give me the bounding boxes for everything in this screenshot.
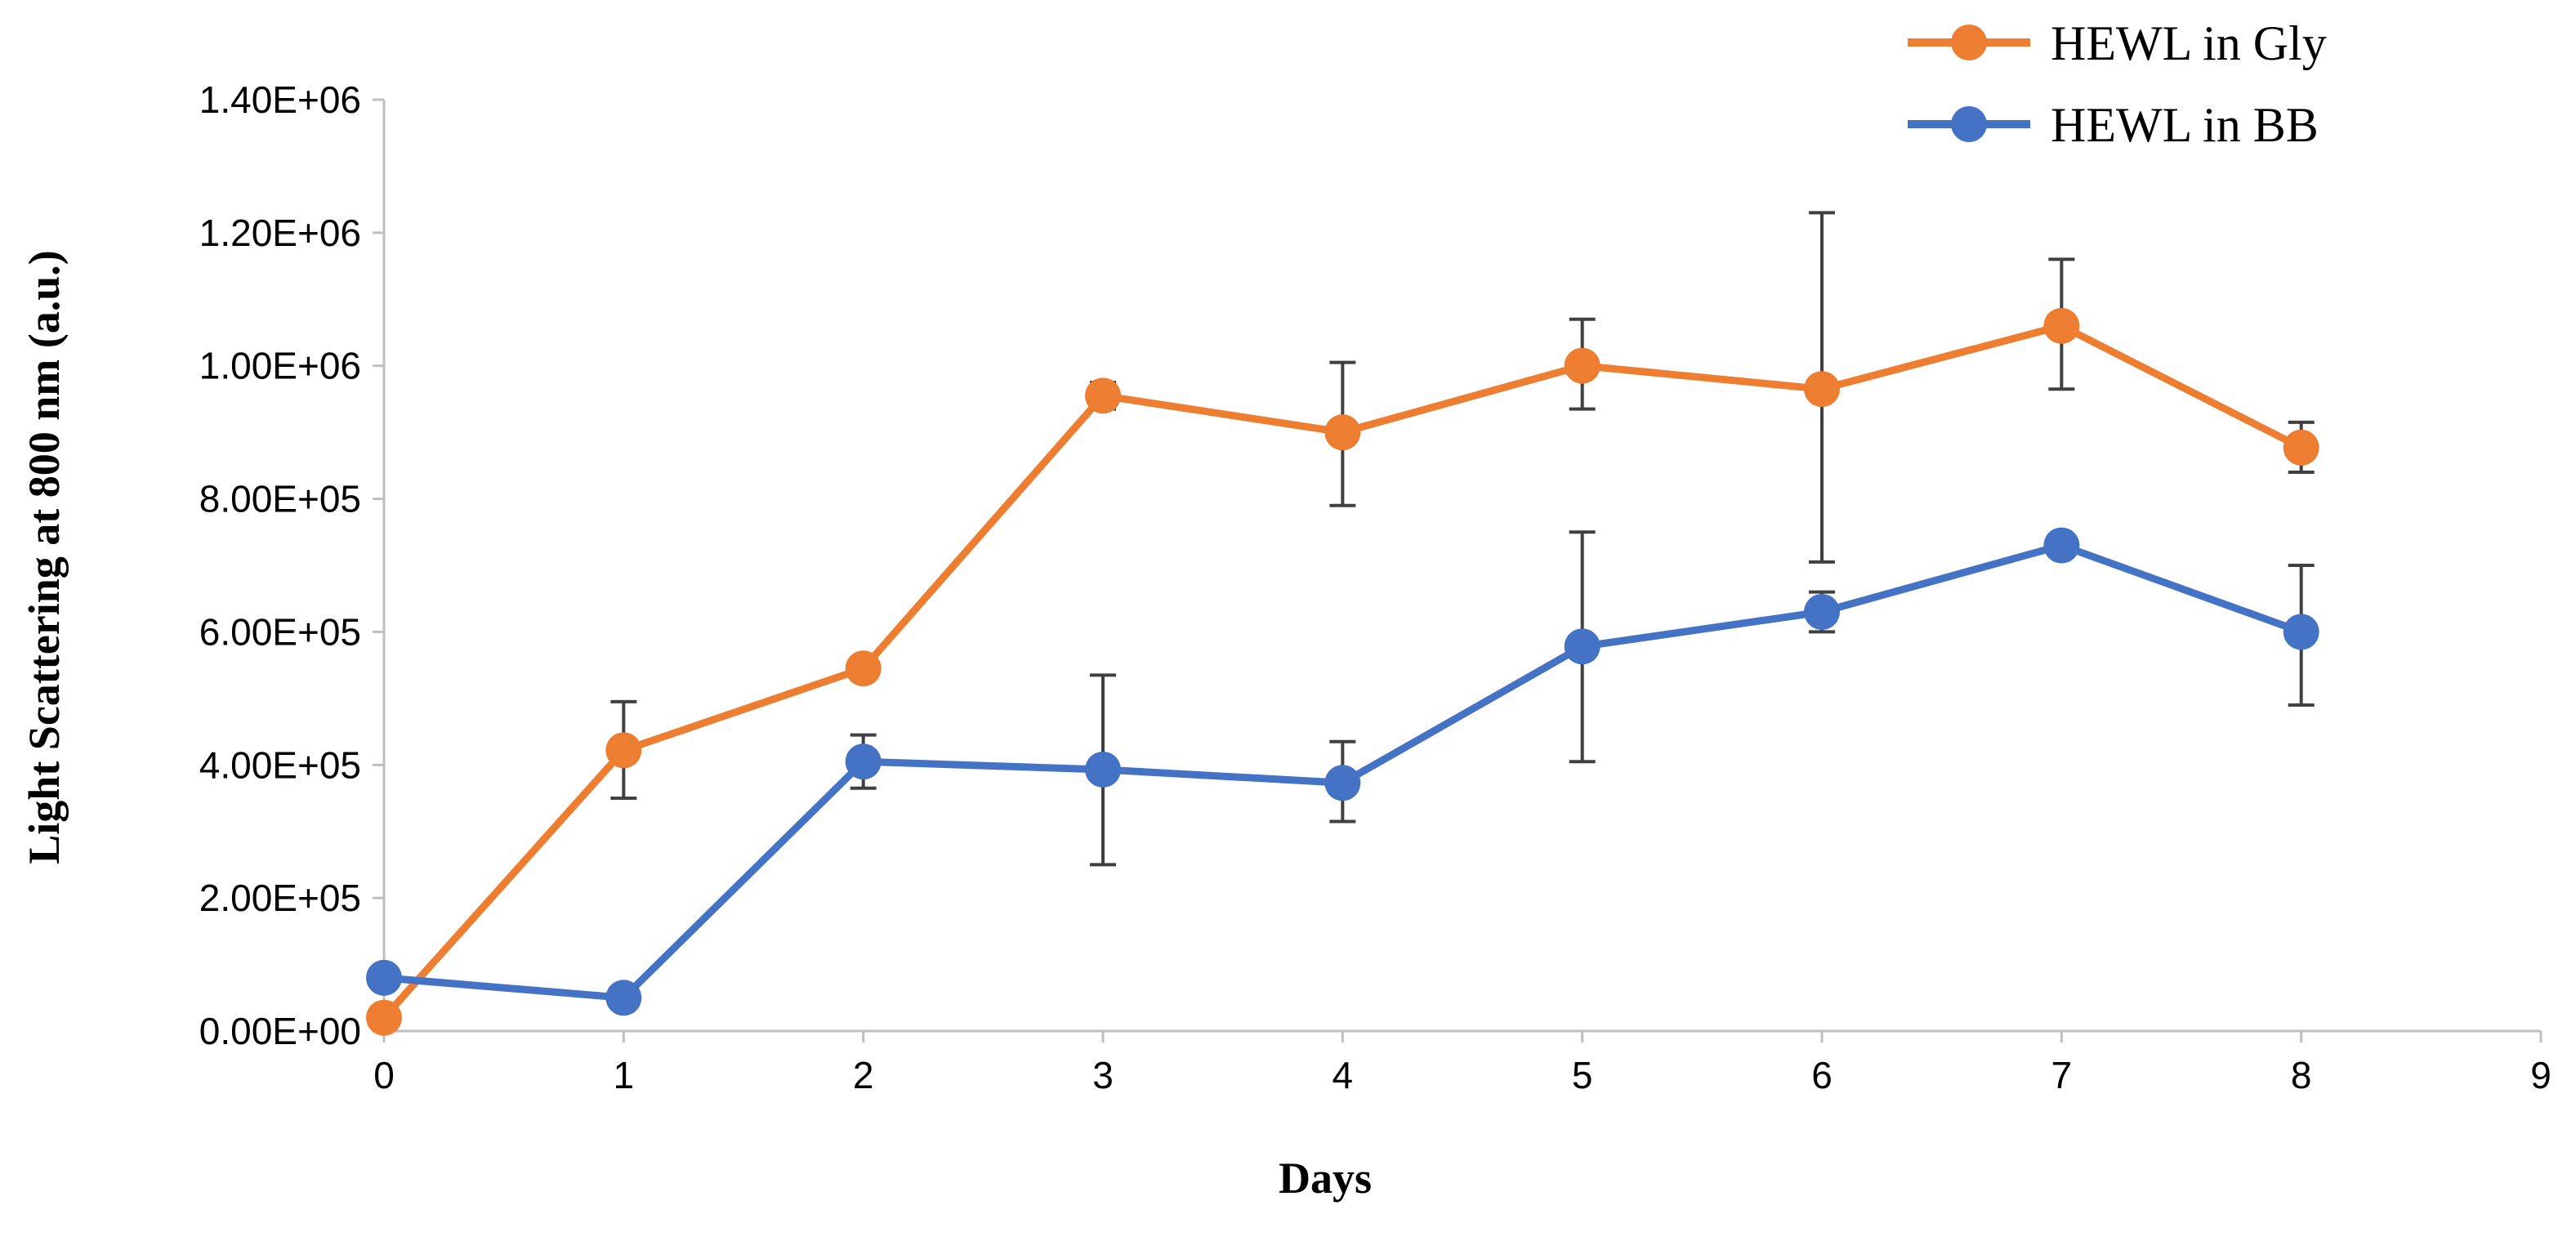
series [366,307,2319,1036]
legend-marker-gly [1951,25,1987,60]
data-point-bb [1324,765,1361,801]
y-tick-label: 8.00E+05 [199,478,361,520]
data-point-bb [605,980,642,1016]
x-tick-label: 0 [373,1054,395,1096]
y-tick-label: 1.40E+06 [199,78,361,121]
data-point-gly [605,732,642,769]
data-point-bb [2283,614,2319,650]
data-point-bb [1804,594,1840,630]
axes [373,98,2543,1042]
data-point-gly [366,999,402,1036]
legend-label-gly: HEWL in Gly [2051,16,2327,70]
x-tick-label: 7 [2051,1054,2073,1096]
data-point-gly [1564,347,1601,384]
data-point-gly [1804,371,1840,408]
y-tick-label: 1.20E+06 [199,212,361,254]
x-tick-label: 5 [1572,1054,1593,1096]
data-point-bb [366,959,402,996]
x-tick-label: 3 [1092,1054,1114,1096]
x-tick-label: 6 [1811,1054,1833,1096]
y-tick-label: 0.00E+00 [199,1010,361,1052]
data-point-gly [1324,414,1361,451]
y-axis-title: Light Scattering at 800 nm (a.u.) [20,250,69,864]
y-tick-label: 1.00E+06 [199,345,361,387]
x-tick-label: 2 [853,1054,874,1096]
y-tick-label: 2.00E+05 [199,877,361,919]
data-point-gly [2283,429,2319,466]
y-tick-label: 6.00E+05 [199,610,361,653]
y-tick-label: 4.00E+05 [199,743,361,786]
x-tick-label: 1 [614,1054,635,1096]
legend-marker-bb [1951,106,1987,142]
data-point-gly [2043,307,2080,344]
data-point-bb [1564,628,1601,665]
x-axis-title: Days [1279,1154,1372,1203]
tick-labels: 0.00E+00 2.00E+05 4.00E+05 6.00E+05 8.00E+05… [199,78,2551,1096]
data-point-gly [845,650,882,687]
x-tick-label: 4 [1333,1054,1354,1096]
legend-label-bb: HEWL in BB [2051,98,2319,152]
legend: HEWL in Gly HEWL in BB [1908,16,2327,152]
data-point-gly [1085,377,1121,414]
data-point-bb [845,743,882,780]
data-point-bb [1085,751,1121,788]
data-point-bb [2043,527,2080,564]
x-tick-label: 9 [2530,1054,2551,1096]
x-tick-label: 8 [2291,1054,2312,1096]
